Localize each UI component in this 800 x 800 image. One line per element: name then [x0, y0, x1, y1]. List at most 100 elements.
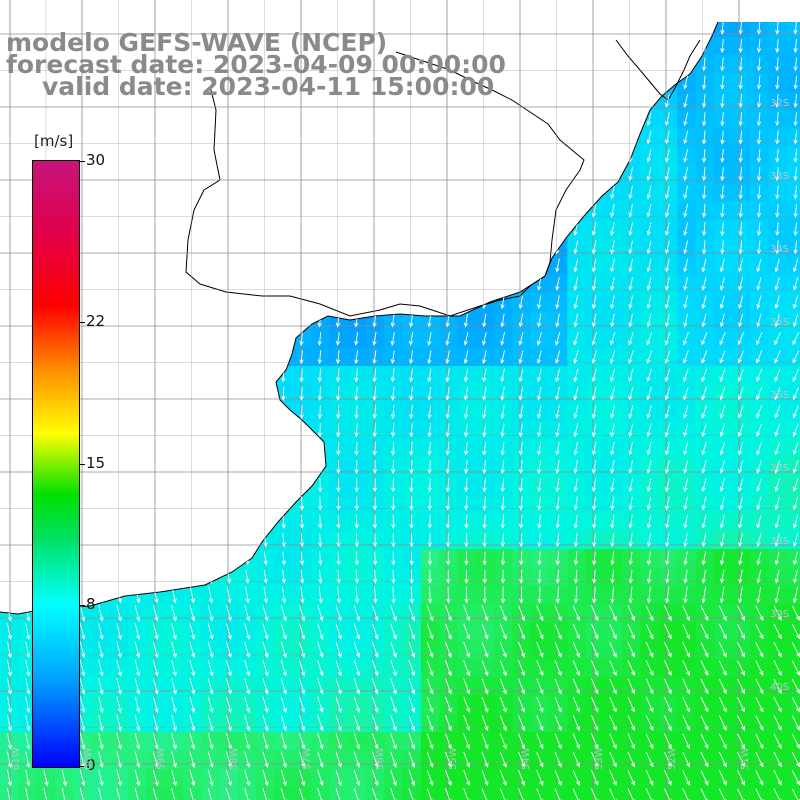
wind-cell — [603, 512, 623, 532]
wind-arrow — [263, 551, 268, 566]
wind-arrow — [189, 605, 196, 622]
wind-arrow — [573, 441, 579, 456]
wind-cell — [366, 347, 385, 367]
wind-arrow — [317, 641, 324, 659]
wind-arrow — [609, 696, 617, 713]
wind-arrow — [280, 769, 287, 787]
wind-arrow — [390, 386, 396, 401]
wind-arrow — [445, 514, 451, 529]
wind-arrow — [280, 605, 287, 622]
wind-arrow — [683, 586, 688, 604]
wind-cell — [530, 292, 550, 312]
wind-cell — [640, 366, 660, 385]
wind-cell — [640, 402, 660, 422]
wind-arrow — [775, 57, 780, 72]
wind-arrow — [518, 368, 524, 383]
wind-arrow — [482, 405, 487, 420]
wind-arrow — [499, 623, 507, 640]
wind-arrow — [427, 331, 432, 346]
wind-arrow — [738, 240, 743, 255]
wind-cell — [786, 732, 800, 751]
wind-arrow — [299, 788, 306, 800]
wind-arrow — [738, 185, 743, 200]
wind-arrow — [536, 405, 542, 420]
wind-arrow — [426, 605, 434, 622]
wind-arrow — [646, 203, 652, 218]
wind-arrow — [79, 769, 86, 787]
wind-arrow — [372, 331, 377, 346]
wind-arrow — [116, 641, 122, 659]
wind-arrow — [718, 770, 727, 786]
wind-arrow — [775, 185, 780, 200]
wind-arrow — [774, 514, 780, 529]
wind-arrow — [701, 423, 707, 438]
wind-arrow — [773, 696, 782, 713]
longitude-label: 58W — [229, 747, 240, 770]
wind-arrow — [609, 660, 617, 677]
wind-cell — [530, 347, 550, 367]
wind-arrow — [628, 313, 634, 328]
wind-arrow — [335, 368, 341, 383]
wind-arrow — [719, 460, 725, 474]
wind-cell — [750, 512, 770, 532]
wind-cell — [512, 420, 532, 440]
wind-arrow — [445, 423, 450, 438]
wind-arrow — [463, 441, 469, 456]
wind-cell — [732, 402, 751, 422]
wind-arrow — [718, 751, 727, 768]
wind-arrow — [518, 533, 524, 548]
wind-arrow — [372, 405, 377, 420]
wind-arrow — [573, 514, 578, 529]
wind-arrow — [609, 642, 617, 658]
wind-arrow — [353, 769, 361, 787]
wind-arrow — [464, 514, 469, 529]
wind-cell — [695, 420, 715, 440]
wind-arrow — [244, 696, 251, 714]
wind-cell — [768, 73, 788, 93]
wind-cell — [677, 292, 696, 312]
wind-cell — [402, 384, 422, 404]
wind-arrow — [573, 332, 579, 346]
wind-arrow — [773, 605, 782, 622]
wind-cell — [512, 585, 532, 605]
wind-arrow — [610, 386, 616, 401]
wind-cell — [658, 219, 678, 239]
wind-arrow — [719, 295, 725, 310]
wind-cell — [786, 128, 800, 147]
wind-cell — [475, 384, 495, 404]
wind-arrow — [719, 551, 725, 566]
wind-arrow — [737, 605, 745, 622]
wind-arrow — [499, 641, 507, 658]
wind-arrow — [737, 697, 745, 713]
wind-cell — [713, 219, 733, 239]
wind-arrow — [426, 788, 434, 800]
wind-arrow — [134, 678, 141, 695]
wind-cell — [695, 475, 715, 495]
wind-arrow — [207, 788, 214, 800]
wind-arrow — [317, 769, 324, 787]
wind-arrow — [354, 459, 359, 475]
wind-cell — [402, 786, 422, 800]
wind-arrow — [628, 222, 634, 236]
wind-arrow — [773, 715, 782, 731]
wind-arrow — [628, 185, 634, 200]
wind-arrow — [372, 660, 379, 677]
wind-arrow — [427, 386, 432, 401]
wind-arrow — [591, 423, 597, 438]
wind-cell — [750, 439, 770, 459]
wind-arrow — [427, 441, 432, 456]
wind-cell — [585, 256, 605, 276]
wind-arrow — [464, 569, 469, 584]
wind-arrow — [664, 222, 670, 236]
wind-arrow — [774, 460, 781, 474]
wind-arrow — [701, 167, 707, 182]
wind-arrow — [189, 659, 196, 677]
wind-arrow — [390, 331, 395, 346]
wind-cell — [512, 786, 532, 800]
wind-cell — [658, 146, 678, 166]
wind-cell — [384, 329, 404, 349]
wind-arrow — [664, 642, 672, 658]
wind-cell — [750, 201, 770, 221]
wind-arrow — [445, 459, 451, 475]
